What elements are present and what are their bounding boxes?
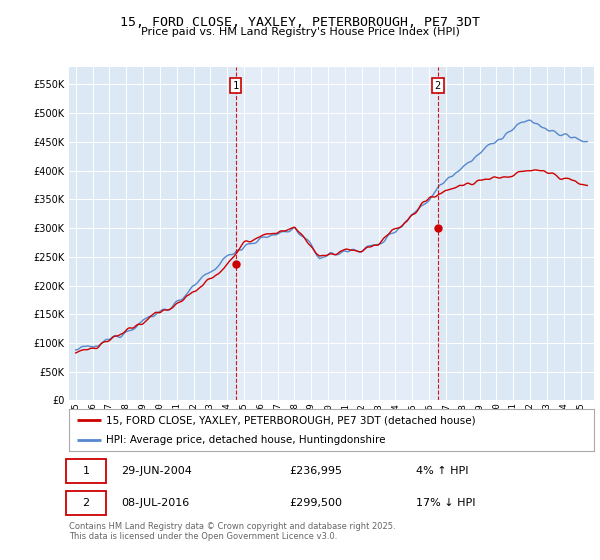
Text: 08-JUL-2016: 08-JUL-2016 — [121, 498, 190, 508]
Text: 2: 2 — [435, 81, 441, 91]
Text: £299,500: £299,500 — [290, 498, 343, 508]
Text: 29-JUN-2004: 29-JUN-2004 — [121, 466, 193, 476]
Text: Price paid vs. HM Land Registry's House Price Index (HPI): Price paid vs. HM Land Registry's House … — [140, 27, 460, 37]
Text: 15, FORD CLOSE, YAXLEY, PETERBOROUGH, PE7 3DT (detached house): 15, FORD CLOSE, YAXLEY, PETERBOROUGH, PE… — [106, 415, 475, 425]
Text: 2: 2 — [83, 498, 89, 508]
Text: 1: 1 — [232, 81, 239, 91]
Text: 4% ↑ HPI: 4% ↑ HPI — [415, 466, 468, 476]
FancyBboxPatch shape — [67, 491, 106, 515]
FancyBboxPatch shape — [67, 459, 106, 483]
Text: 15, FORD CLOSE, YAXLEY, PETERBOROUGH, PE7 3DT: 15, FORD CLOSE, YAXLEY, PETERBOROUGH, PE… — [120, 16, 480, 29]
Text: 17% ↓ HPI: 17% ↓ HPI — [415, 498, 475, 508]
Text: £236,995: £236,995 — [290, 466, 343, 476]
Text: 1: 1 — [83, 466, 89, 476]
Text: HPI: Average price, detached house, Huntingdonshire: HPI: Average price, detached house, Hunt… — [106, 435, 385, 445]
Bar — [236, 67, 438, 400]
Text: Contains HM Land Registry data © Crown copyright and database right 2025.
This d: Contains HM Land Registry data © Crown c… — [69, 522, 395, 542]
